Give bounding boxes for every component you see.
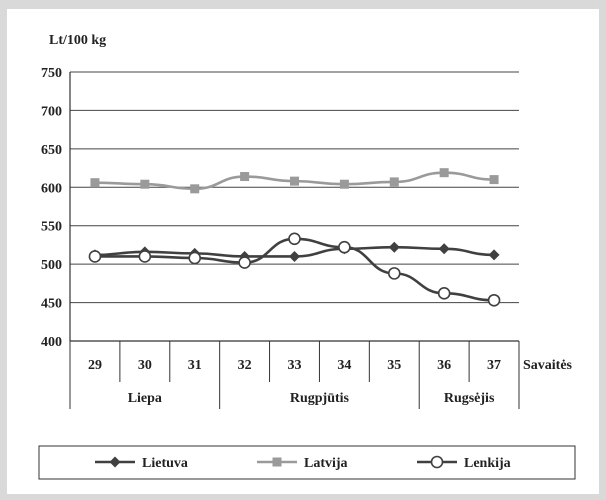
data-point	[389, 177, 399, 187]
data-point	[488, 249, 500, 261]
data-point	[437, 287, 451, 300]
series-latvija	[90, 168, 499, 194]
data-point	[188, 251, 202, 265]
chart-panel: Lt/100 kg Savaitės 400 450 500 550 600 650 700…	[7, 9, 599, 494]
x-tick-label: 30	[138, 358, 152, 373]
y-tick-label: 500	[41, 258, 62, 273]
legend-label: Lietuva	[142, 456, 188, 471]
data-point	[439, 168, 449, 178]
x-tick-label: 31	[188, 358, 202, 373]
data-point	[138, 250, 152, 263]
x-axis-label: Savaitės	[523, 358, 573, 373]
x-tick-label: 33	[288, 358, 302, 373]
month-group-label: Rugpjūtis	[290, 391, 350, 406]
data-point	[339, 179, 349, 189]
data-point	[190, 184, 200, 194]
x-tick-label: 29	[88, 358, 102, 373]
data-point	[288, 232, 301, 246]
line-chart: Lt/100 kg Savaitės 400 450 500 550 600 650 700…	[38, 33, 576, 480]
y-tick-label: 550	[41, 220, 62, 235]
y-tick-label: 650	[41, 143, 62, 158]
y-tick-label: 700	[41, 104, 62, 119]
data-point	[438, 243, 450, 255]
data-point	[487, 293, 501, 307]
gridlines	[70, 71, 519, 342]
x-tick-label: 37	[487, 358, 501, 373]
legend-label: Lenkija	[464, 456, 511, 471]
data-point	[140, 179, 150, 189]
legend-label: Latvija	[304, 456, 348, 471]
data-point	[240, 172, 250, 182]
series-lines	[88, 168, 501, 307]
y-tick-label: 750	[41, 66, 62, 81]
x-tick-label: 35	[387, 358, 401, 373]
legend-marker	[109, 456, 121, 468]
legend-marker	[272, 457, 282, 467]
legend: Lietuva Latvija Lenkija	[38, 445, 576, 480]
data-point	[88, 250, 102, 263]
axes: Lt/100 kg Savaitės 400 450 500 550 600 650 700…	[41, 33, 573, 409]
x-tick-label: 34	[337, 358, 351, 373]
y-tick-label: 450	[41, 297, 62, 312]
month-group-label: Liepa	[128, 391, 162, 406]
y-tick-label: 600	[41, 181, 62, 196]
x-tick-label: 36	[437, 358, 451, 373]
data-point	[90, 178, 100, 188]
data-point	[388, 241, 400, 253]
y-axis-label: Lt/100 kg	[49, 33, 106, 48]
data-point	[289, 250, 300, 262]
y-tick-label: 400	[41, 335, 62, 350]
data-point	[290, 176, 299, 186]
data-point	[489, 175, 499, 185]
data-point	[238, 256, 251, 269]
month-group-label: Rugsėjis	[444, 391, 495, 406]
legend-marker	[430, 455, 444, 469]
x-tick-label: 32	[238, 358, 252, 373]
data-point	[387, 267, 401, 280]
series-lenkija	[88, 232, 501, 307]
data-point	[338, 240, 351, 254]
